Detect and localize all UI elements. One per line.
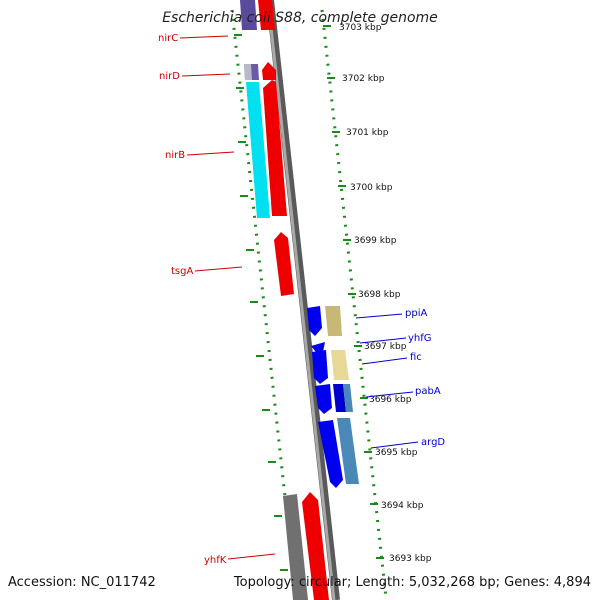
- feature-nirB-cyan[interactable]: [246, 82, 270, 218]
- forward-features: [240, 0, 329, 600]
- tick-label: 3701 kbp: [346, 128, 389, 138]
- backbone: [266, 0, 340, 600]
- gene-label-pabA[interactable]: pabA: [415, 386, 441, 397]
- right-ticks: [323, 25, 384, 559]
- feature-nirD-gray[interactable]: [244, 64, 252, 80]
- gene-label-tsgA[interactable]: tsgA: [171, 266, 193, 277]
- left-ticks: [234, 34, 288, 571]
- feature-tsgA-red[interactable]: [274, 232, 294, 296]
- feature-pabA-blue-a[interactable]: [315, 384, 332, 414]
- feature-nirD-red[interactable]: [262, 62, 276, 80]
- gene-label-nirD[interactable]: nirD: [159, 71, 180, 82]
- right-dotted-guide: [320, 9, 388, 599]
- feature-fic-tan[interactable]: [331, 350, 349, 380]
- feature-ppiA-tan[interactable]: [325, 306, 342, 336]
- gene-label-fic[interactable]: fic: [410, 352, 422, 363]
- feature-argD-blue[interactable]: [318, 420, 343, 488]
- map-title: Escherichia coli S88, complete genome: [162, 10, 438, 26]
- gene-labels-right: ppiA yhfG fic pabA argD: [355, 308, 445, 449]
- feature-ppiA-blue[interactable]: [307, 306, 322, 336]
- feature-yhfK-red[interactable]: [302, 492, 329, 600]
- tick-label: 3695 kbp: [375, 448, 418, 458]
- scale-labels: 3703 kbp 3702 kbp 3701 kbp 3700 kbp 3699…: [339, 23, 432, 564]
- tick-label: 3700 kbp: [350, 183, 393, 193]
- tick-label: 3703 kbp: [339, 23, 382, 33]
- topology-text: Topology: circular; Length: 5,032,268 bp…: [233, 575, 591, 590]
- gene-label-argD[interactable]: argD: [421, 437, 445, 448]
- tick-label: 3702 kbp: [342, 74, 385, 84]
- tick-label: 3698 kbp: [358, 290, 401, 300]
- tick-label: 3693 kbp: [389, 554, 432, 564]
- gene-label-nirC[interactable]: nirC: [158, 33, 178, 44]
- reverse-features: [307, 306, 359, 488]
- tick-label: 3697 kbp: [364, 342, 407, 352]
- gene-label-yhfK[interactable]: yhfK: [204, 555, 227, 566]
- feature-nirC-red[interactable]: [258, 0, 275, 30]
- tick-label: 3696 kbp: [369, 395, 412, 405]
- tick-label: 3699 kbp: [354, 236, 397, 246]
- feature-fic-blue[interactable]: [312, 350, 328, 384]
- feature-yhfG-blue[interactable]: [311, 342, 325, 352]
- feature-nirB-red[interactable]: [263, 80, 287, 216]
- gene-labels-left: nirC nirD nirB tsgA yhfK: [158, 33, 276, 566]
- gene-label-nirB[interactable]: nirB: [165, 150, 185, 161]
- feature-nirC-purple[interactable]: [240, 0, 257, 30]
- feature-yhfK-gray[interactable]: [283, 494, 308, 600]
- feature-argD-steel[interactable]: [337, 418, 359, 484]
- tick-label: 3694 kbp: [381, 501, 424, 511]
- gene-label-ppiA[interactable]: ppiA: [405, 308, 427, 319]
- gene-label-yhfG[interactable]: yhfG: [408, 333, 432, 344]
- feature-pabA-steel[interactable]: [343, 384, 353, 412]
- accession-text: Accession: NC_011742: [8, 575, 156, 590]
- feature-pabA-blue-b[interactable]: [333, 384, 346, 412]
